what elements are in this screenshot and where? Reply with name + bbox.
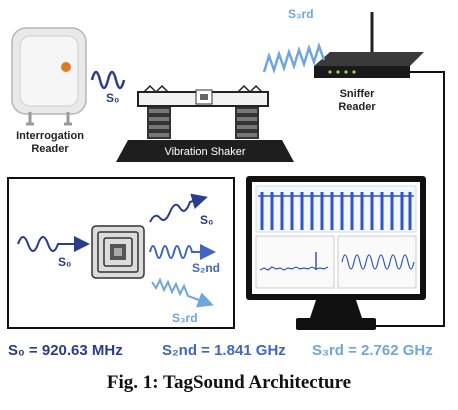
sniffer-reader-label-line2: Reader [338,101,376,113]
figure-caption: Fig. 1: TagSound Architecture [106,372,352,393]
s0-outgoing-wave [149,193,208,223]
interrogation-reader-icon [11,27,87,126]
sniffer-reader-label-line1: Sniffer [339,88,375,100]
sniffer-reader-icon [314,12,424,78]
freq-s3rd: S₃rd = 2.762 GHz [312,342,433,359]
s0-top-wave [90,70,126,90]
interrogation-reader-label: Interrogation Reader [10,130,90,156]
s3rd-top-wave [262,42,326,74]
vibration-shaker-label: Vibration Shaker [164,146,246,158]
interrogation-reader-label-line2: Reader [31,143,69,155]
s0-incoming-label: S₀ [58,255,72,269]
freq-s0: S₀ = 920.63 MHz [8,342,123,359]
rfid-tag-icon [91,225,145,279]
s0-outgoing-label: S₀ [200,213,214,227]
s0-top-label: S₀ [106,91,120,105]
s2nd-outgoing-label: S₂nd [192,261,220,275]
vibration-shaker-icon [116,84,294,162]
interrogation-reader-label-line1: Interrogation [16,130,84,142]
s3rd-outgoing-label: S₃rd [172,311,198,325]
sniffer-reader-label: Sniffer Reader [322,88,392,114]
sniffer-cable [366,71,445,327]
s3rd-outgoing-wave [151,277,214,308]
freq-s2nd: S₂nd = 1.841 GHz [162,342,286,359]
s3rd-top-label: S₃rd [288,7,314,21]
monitor-icon [246,176,426,330]
s0-incoming-wave [17,236,90,252]
s2nd-outgoing-wave [149,244,216,260]
